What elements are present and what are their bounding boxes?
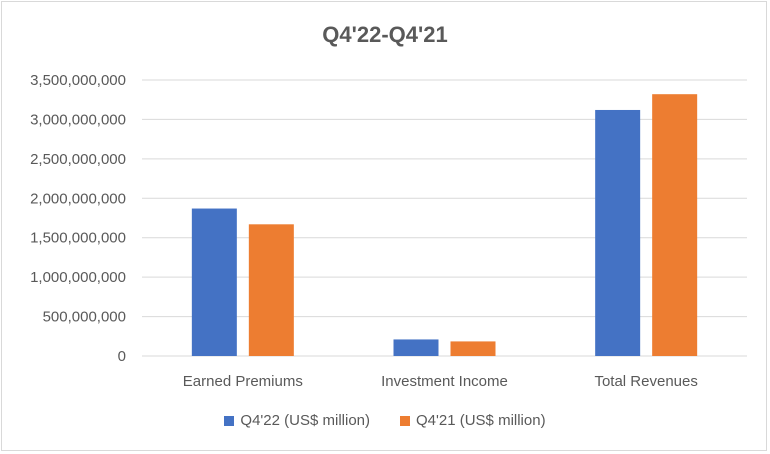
y-tick-label: 2,000,000,000: [30, 190, 126, 207]
x-category-label: Investment Income: [381, 373, 508, 390]
y-tick-label: 3,500,000,000: [30, 72, 126, 89]
chart-title: Q4'22-Q4'21: [322, 22, 448, 47]
y-tick-label: 500,000,000: [43, 309, 126, 326]
y-tick-label: 3,000,000,000: [30, 111, 126, 128]
bar-q4-22: [191, 208, 237, 356]
legend-item-q4-22: Q4'22 (US$ million): [224, 412, 370, 429]
bar-q4-21: [450, 341, 496, 356]
y-tick-label: 0: [118, 348, 126, 365]
bar-q4-21: [248, 224, 294, 356]
legend-swatch-q4-22: [224, 415, 235, 426]
legend-label-q4-22: Q4'22 (US$ million): [240, 412, 370, 429]
bar-chart: 0 500,000,000 1,000,000,000 1,500,000,000 2,…: [30, 72, 747, 390]
x-category-label: Earned Premiums: [183, 373, 303, 390]
y-tick-label: 2,500,000,000: [30, 151, 126, 168]
bar-q4-22: [595, 109, 641, 356]
legend-item-q4-21: Q4'21 (US$ million): [400, 412, 546, 429]
bar-q4-21: [652, 94, 698, 357]
y-tick-label: 1,500,000,000: [30, 230, 126, 247]
legend-label-q4-21: Q4'21 (US$ million): [416, 412, 546, 429]
legend-swatch-q4-21: [400, 415, 410, 426]
bar-q4-22: [393, 339, 439, 356]
x-category-label: Total Revenues: [594, 373, 697, 390]
y-tick-label: 1,000,000,000: [30, 269, 126, 286]
legend: Q4'22 (US$ million) Q4'21 (US$ million): [2, 412, 768, 429]
